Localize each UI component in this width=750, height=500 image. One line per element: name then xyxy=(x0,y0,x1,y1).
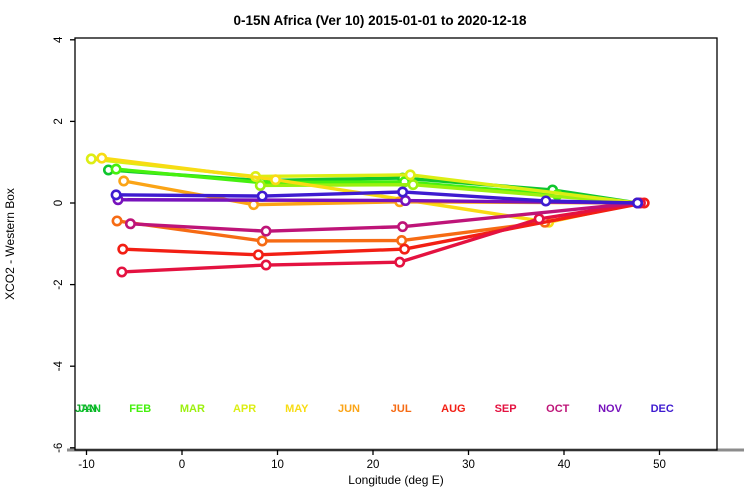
x-tick-label: 20 xyxy=(367,459,380,471)
month-label-apr: APR xyxy=(233,403,256,415)
y-tick-label: 0 xyxy=(53,200,65,206)
series-point-jun xyxy=(118,175,130,187)
series-point-jul xyxy=(256,235,268,247)
month-label-may: MAY xyxy=(285,403,309,415)
series-point-may xyxy=(270,174,282,186)
series-point-may xyxy=(96,152,108,164)
series-point-oct xyxy=(260,225,272,237)
chart-title: 0-15N Africa (Ver 10) 2015-01-01 to 2020… xyxy=(234,13,527,28)
month-label-oct: OCT xyxy=(546,403,570,415)
month-label-nov: NOV xyxy=(598,403,623,415)
series-point-nov xyxy=(399,195,411,207)
series-point-dec xyxy=(256,190,268,202)
series-point-dec xyxy=(540,195,552,207)
series-line-aug xyxy=(121,201,646,257)
y-tick-label: -2 xyxy=(53,279,65,289)
series-point-aug xyxy=(252,249,264,261)
x-tick-label: 10 xyxy=(271,459,284,471)
series-point-sep xyxy=(260,259,272,271)
series-point-oct xyxy=(397,221,409,233)
x-axis-title: Longitude (deg E) xyxy=(348,473,443,487)
y-axis-title: XCO2 - Western Box xyxy=(3,188,17,300)
y-tick-label: 2 xyxy=(53,118,65,124)
x-tick-label: 30 xyxy=(462,459,475,471)
plot-frame xyxy=(74,37,718,451)
y-tick-label: -6 xyxy=(53,443,65,453)
series-point-aug xyxy=(117,243,129,255)
series-point-dec xyxy=(397,186,409,198)
month-label-feb: FEB xyxy=(129,403,151,415)
month-label-jun: JUN xyxy=(338,403,360,415)
x-tick-label: -10 xyxy=(78,459,95,471)
month-label-aug: AUG xyxy=(441,403,465,415)
series-point-sep xyxy=(116,266,128,278)
month-label-mar: MAR xyxy=(180,403,205,415)
month-label-jan: JAN xyxy=(79,403,101,415)
series-point-feb xyxy=(110,163,122,175)
series-line-oct xyxy=(128,201,640,233)
x-tick-label: 50 xyxy=(653,459,666,471)
month-label-dec: DEC xyxy=(651,403,674,415)
x-tick-label: 0 xyxy=(179,459,185,471)
series-point-dec xyxy=(632,197,644,209)
series-point-sep xyxy=(533,213,545,225)
month-label-jan-shadow: JAN xyxy=(75,403,97,415)
x-tick-label: 40 xyxy=(558,459,571,471)
series-point-jul xyxy=(111,215,123,227)
month-label-sep: SEP xyxy=(495,403,517,415)
month-label-jul: JUL xyxy=(391,403,412,415)
series-point-aug xyxy=(399,243,411,255)
series-point-apr xyxy=(404,169,416,181)
series-point-dec xyxy=(110,189,122,201)
series-point-oct xyxy=(124,218,136,230)
series-line-jul xyxy=(115,201,640,243)
series-point-apr xyxy=(85,153,97,165)
series-point-jul xyxy=(396,235,408,247)
y-tick-label: 4 xyxy=(53,36,65,43)
series-point-sep xyxy=(394,256,406,268)
y-tick-label: -4 xyxy=(53,360,65,371)
series-line-sep xyxy=(120,201,643,274)
series-point-mar xyxy=(407,179,419,191)
series-point-mar xyxy=(254,179,266,191)
